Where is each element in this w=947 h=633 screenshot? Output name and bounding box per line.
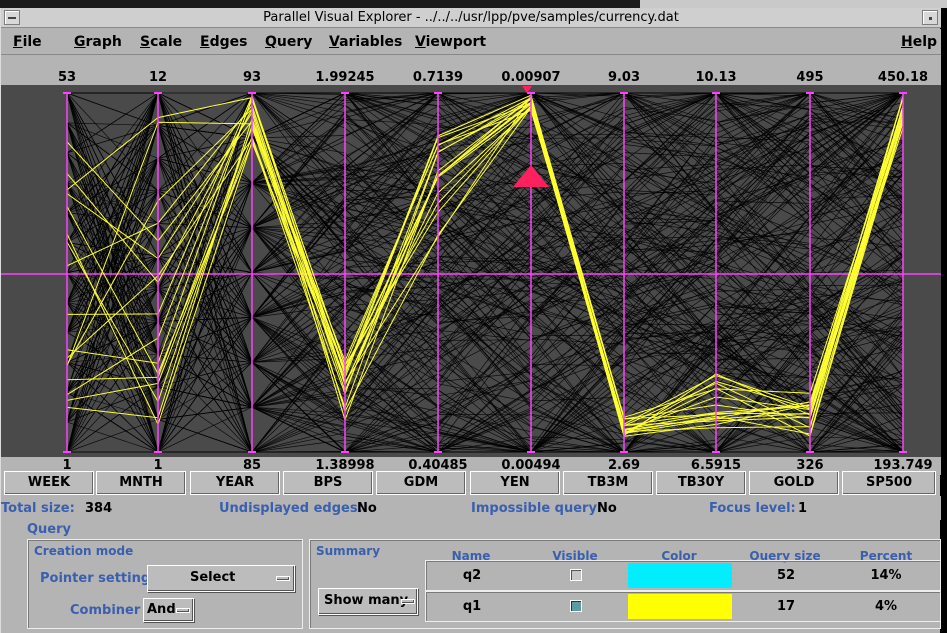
axis-button-mnth[interactable]: MNTH bbox=[96, 471, 186, 495]
query-highlight-edges bbox=[66, 94, 904, 437]
pointer-setting-value: Select bbox=[190, 570, 236, 585]
undisplayed-edges-value: No bbox=[357, 501, 377, 516]
parallel-coordinates-plot[interactable]: 53 1 12 1 93 85 1.99245 1.38998 0.7139 0.40485 0.0… bbox=[1, 55, 941, 475]
data-edges bbox=[1, 91, 941, 454]
option-menu-indicator-icon bbox=[401, 599, 415, 604]
option-menu-indicator-icon bbox=[176, 608, 190, 613]
query-row-q1[interactable]: q1 17 4% bbox=[425, 591, 941, 622]
menu-scale[interactable]: Scale bbox=[140, 34, 183, 50]
impossible-query-value: No bbox=[597, 501, 617, 516]
desktop-background-light bbox=[640, 0, 947, 8]
total-size-label: Total size: bbox=[1, 501, 75, 516]
combiner-label: Combiner bbox=[70, 603, 141, 618]
axis-max-label: 10.13 bbox=[695, 70, 736, 85]
axis-button-week[interactable]: WEEK bbox=[4, 471, 94, 495]
menu-viewport[interactable]: Viewport bbox=[415, 34, 487, 50]
axis-button-bps[interactable]: BPS bbox=[283, 471, 373, 495]
window-title: Parallel Visual Explorer - ../../../usr/… bbox=[263, 10, 679, 25]
query-name: q1 bbox=[462, 599, 482, 614]
option-menu-indicator-icon bbox=[276, 576, 290, 581]
query-triangle-marker-icon[interactable] bbox=[513, 165, 549, 187]
axis-button-tb3m[interactable]: TB3M bbox=[563, 471, 653, 495]
pointer-setting-select[interactable]: Select bbox=[147, 565, 295, 592]
axis-max-label: 0.00907 bbox=[501, 70, 560, 85]
axis-button-gdm[interactable]: GDM bbox=[376, 471, 466, 495]
axis-max-label: 53 bbox=[58, 70, 76, 85]
menu-graph[interactable]: Graph bbox=[74, 34, 122, 50]
visible-checkbox-q2[interactable] bbox=[570, 569, 582, 581]
show-many-value: Show many bbox=[324, 593, 409, 608]
menu-edges[interactable]: Edges bbox=[200, 34, 248, 50]
axis-min-label: 6.5915 bbox=[691, 458, 741, 473]
total-size-value: 384 bbox=[85, 501, 113, 516]
query-section-title: Query bbox=[27, 522, 72, 537]
undisplayed-edges-label: Undisplayed edges: bbox=[219, 501, 363, 516]
axis-min-label: 2.69 bbox=[608, 458, 640, 473]
axis-min-label: 85 bbox=[243, 458, 261, 473]
axis-min-label: 193.749 bbox=[873, 458, 932, 473]
minimize-button[interactable] bbox=[922, 10, 938, 25]
query-color-swatch-q1[interactable] bbox=[628, 594, 732, 619]
focus-level-label: Focus level: bbox=[709, 501, 796, 516]
axis-max-label: 9.03 bbox=[608, 70, 640, 85]
axis-max-label: 93 bbox=[243, 70, 261, 85]
summary-col-visible: Visible bbox=[552, 549, 598, 563]
axis-min-label: 1.38998 bbox=[315, 458, 374, 473]
axis-min-label: 1 bbox=[153, 458, 162, 473]
axis-max-label: 450.18 bbox=[878, 70, 928, 85]
menu-help[interactable]: Help bbox=[901, 34, 938, 50]
query-percent: 4% bbox=[874, 599, 898, 614]
creation-mode-title: Creation mode bbox=[34, 544, 134, 558]
axis-button-sp500[interactable]: SP500 bbox=[842, 471, 936, 495]
window-menu-button[interactable] bbox=[4, 10, 20, 25]
axis-max-label: 0.7139 bbox=[413, 70, 463, 85]
show-many-select[interactable]: Show many bbox=[318, 588, 418, 615]
query-name: q2 bbox=[462, 568, 482, 583]
title-bar[interactable]: Parallel Visual Explorer - ../../../usr/… bbox=[1, 8, 941, 28]
query-size: 17 bbox=[776, 599, 796, 614]
axis-min-label: 0.00494 bbox=[501, 458, 560, 473]
visible-checkbox-q1[interactable] bbox=[570, 600, 582, 612]
status-row: Total size: 384 Undisplayed edges: No Im… bbox=[1, 496, 941, 520]
query-row-q2[interactable]: q2 52 14% bbox=[425, 560, 941, 591]
combiner-value: And bbox=[147, 602, 176, 617]
summary-col-percent: Percent bbox=[859, 549, 913, 563]
summary-group: Summary Show many bbox=[309, 539, 941, 629]
summary-col-color: Color bbox=[661, 549, 697, 563]
axis-max-label: 495 bbox=[796, 70, 823, 85]
menu-bar: File Graph Scale Edges Query Variables V… bbox=[1, 29, 941, 55]
axis-min-label: 0.40485 bbox=[408, 458, 467, 473]
menu-query[interactable]: Query bbox=[265, 34, 313, 50]
query-size: 52 bbox=[776, 568, 796, 583]
axis-lines[interactable] bbox=[63, 92, 907, 453]
query-top-marker-icon[interactable] bbox=[522, 86, 532, 93]
axis-button-gold[interactable]: GOLD bbox=[749, 471, 839, 495]
menu-variables[interactable]: Variables bbox=[329, 34, 403, 50]
creation-mode-group: Creation mode Pointer setting Select Com… bbox=[27, 539, 303, 629]
query-color-swatch-q2[interactable] bbox=[628, 563, 732, 588]
axis-button-year[interactable]: YEAR bbox=[190, 471, 280, 495]
summary-title: Summary bbox=[316, 544, 381, 558]
app-window: Parallel Visual Explorer - ../../../usr/… bbox=[0, 8, 941, 633]
focus-level-value: 1 bbox=[798, 501, 808, 516]
pointer-setting-label: Pointer setting bbox=[40, 571, 151, 586]
axis-max-label: 12 bbox=[149, 70, 167, 85]
summary-col-name: Name bbox=[451, 549, 491, 563]
impossible-query-label: Impossible query: bbox=[471, 501, 603, 516]
plot-canvas[interactable]: 53 1 12 1 93 85 1.99245 1.38998 0.7139 0.40485 0.0… bbox=[1, 55, 941, 475]
combiner-select[interactable]: And bbox=[143, 598, 194, 622]
axis-range-labels: 53 1 12 1 93 85 1.99245 1.38998 0.7139 0.40485 0.0… bbox=[58, 70, 933, 473]
axis-button-yen[interactable]: YEN bbox=[470, 471, 560, 495]
desktop-background bbox=[0, 0, 947, 8]
query-percent: 14% bbox=[870, 568, 902, 583]
summary-col-query-size: Query size bbox=[749, 549, 821, 563]
axis-min-label: 326 bbox=[796, 458, 823, 473]
query-markers[interactable] bbox=[513, 86, 549, 187]
axis-button-tb30y[interactable]: TB30Y bbox=[656, 471, 746, 495]
menu-file[interactable]: File bbox=[13, 34, 42, 50]
axis-min-label: 1 bbox=[62, 458, 71, 473]
axis-max-label: 1.99245 bbox=[315, 70, 374, 85]
